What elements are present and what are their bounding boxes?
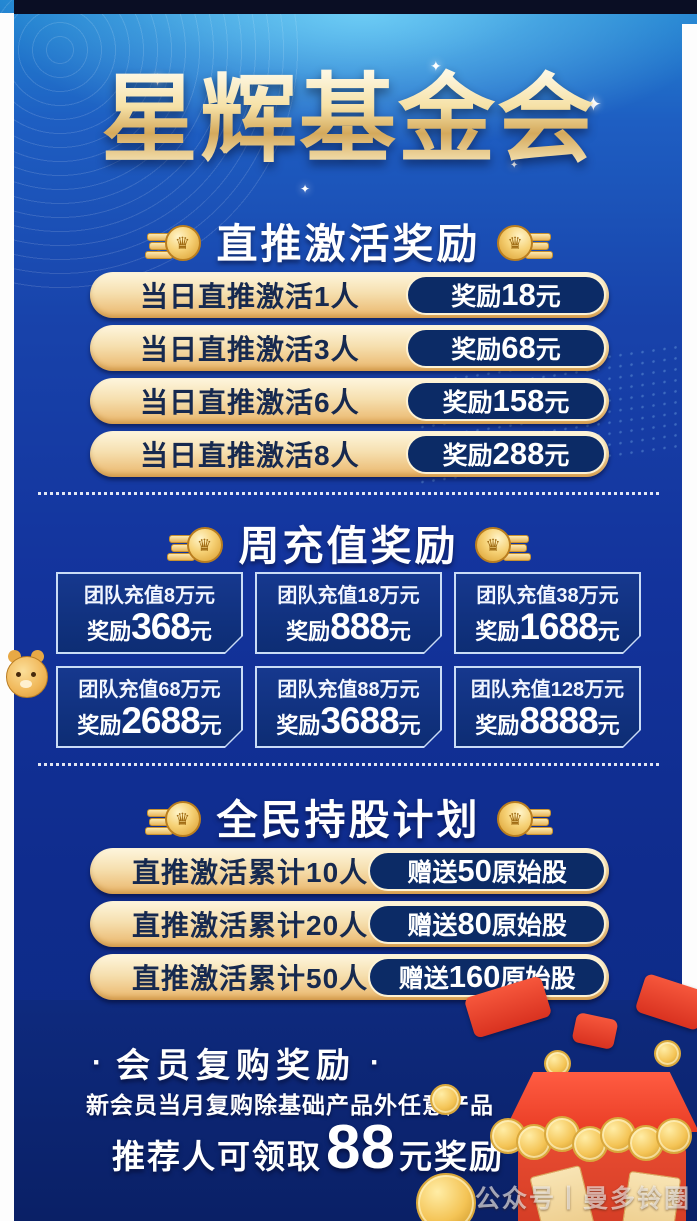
repurchase-subtitle: 新会员当月复购除基础产品外任意产品 [86, 1092, 494, 1118]
section-title-weekly: 周充值奖励 [238, 523, 459, 569]
red-envelope-icon [571, 1011, 619, 1051]
red-envelope-icon [463, 975, 553, 1039]
sparkle-icon: ✦ [430, 58, 442, 75]
weekly-reward-box: 团队充值8万元 奖励 368 元 [56, 572, 243, 654]
coin-stack-icon: ♛ [144, 795, 201, 837]
repurchase-reward-line: 推荐人可领取 88 元奖励 [112, 1113, 504, 1182]
gold-coin-icon [416, 1173, 476, 1221]
reward-condition: 当日直推激活1人 [140, 281, 360, 312]
sparkle-icon: ✦ [585, 92, 602, 117]
right-white-margin [682, 24, 697, 1221]
gold-coin-icon [654, 1040, 681, 1067]
coin-stack-icon: ♛ [144, 219, 201, 261]
box-condition: 团队充值18万元 [277, 584, 420, 607]
coin-stack-icon: ♛ [474, 521, 531, 563]
gold-coin-icon [430, 1084, 461, 1115]
box-condition: 团队充值8万元 [83, 584, 216, 607]
coin-stack-icon: ♛ [496, 795, 553, 837]
poster-title: 星辉基金会 [0, 64, 697, 176]
box-reward: 奖励 368 元 [87, 605, 212, 647]
coin-heap-icon [490, 1116, 697, 1162]
weekly-rewards-grid: 团队充值8万元 奖励 368 元 团队充值18万元 奖励 888 元 团队充值38万元 … [56, 572, 641, 748]
section-title-direct: 直推激活奖励 [216, 221, 481, 267]
section-header-weekly: ♛ 周充值奖励 ♛ [0, 512, 697, 572]
box-condition: 团队充值128万元 [470, 678, 625, 701]
red-envelope-icon [634, 972, 697, 1032]
reward-condition: 直推激活累计50人 [132, 963, 369, 994]
wave-glow-decoration [0, 0, 697, 230]
section-header-repurchase: · 会员复购奖励 · [92, 1038, 380, 1087]
reward-condition: 直推激活累计20人 [132, 910, 369, 941]
reward-condition: 直推激活累计10人 [132, 857, 369, 888]
reward-row: 直推激活累计10人 赠送 50 原始股 [90, 848, 609, 894]
reward-row: 当日直推激活3人 奖励 68 元 [90, 325, 609, 371]
section-header-direct: ♛ 直推激活奖励 ♛ [0, 210, 697, 270]
box-reward: 奖励 2688 元 [77, 699, 222, 741]
section-title-repurchase: 会员复购奖励 [116, 1047, 356, 1085]
box-reward: 奖励 1688 元 [475, 605, 620, 647]
reward-condition: 当日直推激活6人 [140, 387, 360, 418]
reward-condition: 当日直推激活3人 [140, 334, 360, 365]
box-condition: 团队充值88万元 [277, 678, 420, 701]
reward-value-capsule: 奖励 288 元 [406, 434, 606, 474]
dotted-divider [38, 492, 659, 495]
reward-row: 当日直推激活1人 奖励 18 元 [90, 272, 609, 318]
weekly-reward-box: 团队充值18万元 奖励 888 元 [255, 572, 442, 654]
section-header-shares: ♛ 全民持股计划 ♛ [0, 786, 697, 846]
coin-stack-icon: ♛ [166, 521, 223, 563]
open-red-envelope-icon [490, 1072, 697, 1221]
box-condition: 团队充值68万元 [78, 678, 221, 701]
reward-value-capsule: 奖励 18 元 [406, 275, 606, 315]
weekly-reward-box: 团队充值38万元 奖励 1688 元 [454, 572, 641, 654]
box-reward: 奖励 8888 元 [475, 699, 620, 741]
top-dark-band [14, 0, 697, 14]
weekly-reward-box: 团队充值68万元 奖励 2688 元 [56, 666, 243, 748]
weekly-reward-box: 团队充值88万元 奖励 3688 元 [255, 666, 442, 748]
box-condition: 团队充值38万元 [476, 584, 619, 607]
reward-row: 当日直推激活6人 奖励 158 元 [90, 378, 609, 424]
dot-decoration: · [370, 1045, 380, 1079]
box-reward: 奖励 888 元 [286, 605, 411, 647]
reward-value-capsule: 赠送 50 原始股 [368, 851, 606, 891]
sparkle-icon: ✦ [150, 70, 165, 91]
sparkle-icon: ✦ [300, 182, 311, 196]
reward-condition: 当日直推激活8人 [140, 440, 360, 471]
reward-value-capsule: 奖励 158 元 [406, 381, 606, 421]
direct-rewards-list: 当日直推激活1人 奖励 18 元 当日直推激活3人 奖励 68 元 当日直推激活6人 奖… [90, 272, 609, 484]
coin-stack-icon: ♛ [496, 219, 553, 261]
dotted-divider [38, 763, 659, 766]
left-white-margin [0, 13, 14, 1221]
watermark-text: 公众号丨曼多铃圈 [474, 1185, 691, 1213]
reward-row: 直推激活累计20人 赠送 80 原始股 [90, 901, 609, 947]
reward-value-capsule: 赠送 80 原始股 [368, 904, 606, 944]
dot-decoration: · [92, 1045, 102, 1079]
repurchase-amount: 88 [326, 1113, 395, 1182]
reward-row: 当日直推激活8人 奖励 288 元 [90, 431, 609, 477]
reward-value-capsule: 奖励 68 元 [406, 328, 606, 368]
mascot-illustration [4, 648, 50, 702]
weekly-reward-box: 团队充值128万元 奖励 8888 元 [454, 666, 641, 748]
sparkle-icon: ✦ [510, 160, 518, 171]
box-reward: 奖励 3688 元 [276, 699, 421, 741]
red-envelopes-illustration [416, 972, 697, 1221]
section-title-shares: 全民持股计划 [216, 797, 481, 843]
